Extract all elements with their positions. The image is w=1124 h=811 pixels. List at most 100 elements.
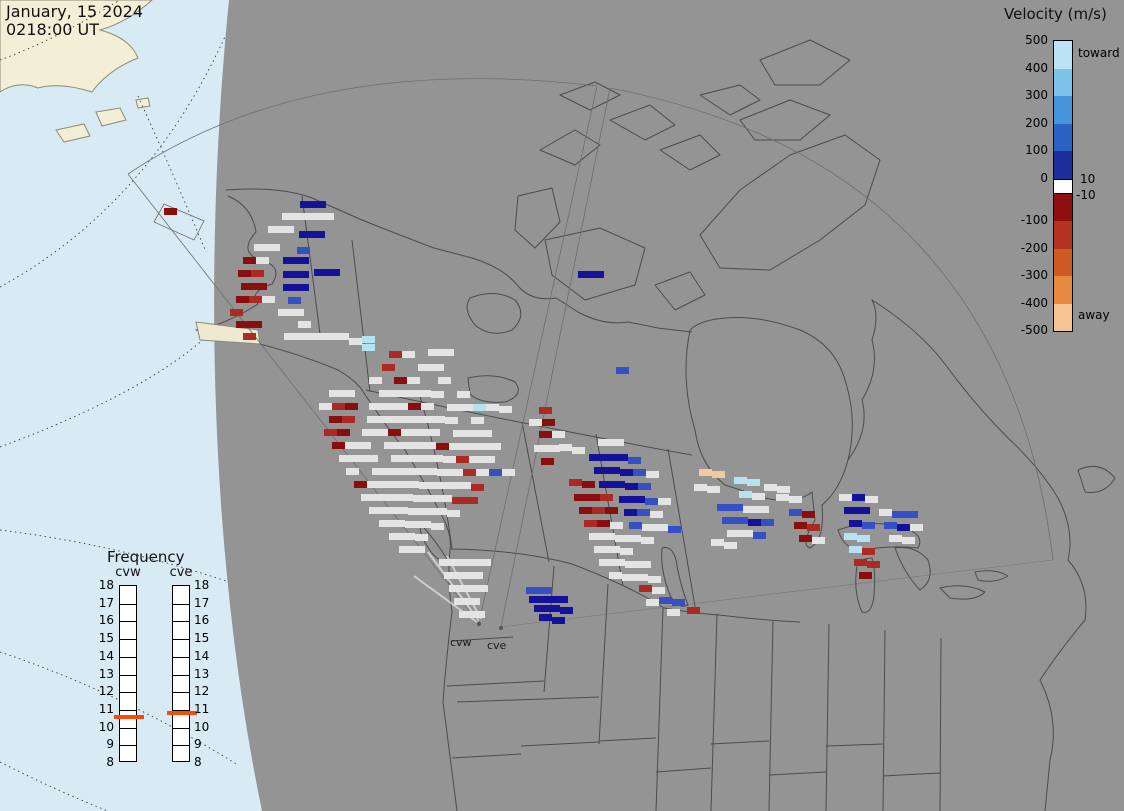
velocity-cell xyxy=(288,297,301,304)
velocity-cell xyxy=(892,511,905,518)
velocity-cell xyxy=(699,469,712,476)
colorbar-segment xyxy=(1054,221,1072,249)
velocity-cell xyxy=(385,468,398,475)
velocity-cell xyxy=(905,511,918,518)
frequency-tick-label: 8 xyxy=(106,755,114,769)
velocity-cell xyxy=(839,494,852,501)
velocity-cell xyxy=(646,599,659,606)
velocity-cell xyxy=(776,494,789,501)
frequency-tick-line xyxy=(173,639,189,641)
velocity-cell xyxy=(423,442,436,449)
colorbar-segment xyxy=(1054,41,1072,69)
velocity-cell xyxy=(862,522,875,529)
velocity-cell xyxy=(616,367,629,374)
velocity-cell xyxy=(462,585,475,592)
velocity-cell xyxy=(401,429,414,436)
frequency-tick-label: 18 xyxy=(194,578,210,592)
colorbar-segment xyxy=(1054,68,1072,96)
velocity-cell xyxy=(465,497,478,504)
velocity-cell xyxy=(620,469,633,476)
velocity-cell xyxy=(297,333,310,340)
velocity-cell xyxy=(611,439,624,446)
velocity-cell xyxy=(441,349,454,356)
velocity-cell xyxy=(597,520,610,527)
velocity-cell xyxy=(329,390,342,397)
velocity-cell xyxy=(552,431,565,438)
velocity-legend-title: Velocity (m/s) xyxy=(1004,5,1107,23)
velocity-cell xyxy=(584,520,597,527)
frequency-bar-cve xyxy=(167,585,197,762)
velocity-tick-label: -400 xyxy=(1020,295,1048,310)
velocity-cell xyxy=(319,403,332,410)
velocity-cell xyxy=(807,524,820,531)
velocity-cell xyxy=(694,484,707,491)
colorbar-segment xyxy=(1054,193,1072,221)
velocity-cell xyxy=(476,469,489,476)
velocity-cell xyxy=(478,559,491,566)
velocity-cell xyxy=(411,468,424,475)
velocity-cell xyxy=(854,559,867,566)
velocity-cell xyxy=(238,270,251,277)
threshold-10-label: 10 xyxy=(1080,172,1096,186)
velocity-cell xyxy=(382,403,395,410)
velocity-cell xyxy=(428,349,441,356)
frequency-tick-line xyxy=(120,656,136,658)
frequency-tick-label: 13 xyxy=(98,666,114,681)
frequency-tick-line xyxy=(173,603,189,605)
velocity-cell xyxy=(430,455,443,462)
velocity-cell xyxy=(424,468,437,475)
frequency-tick-label: 9 xyxy=(194,737,202,752)
graticule-dotted-lines xyxy=(0,0,239,811)
frequency-tick-label: 14 xyxy=(98,648,114,663)
velocity-cell xyxy=(369,377,382,384)
velocity-cell xyxy=(752,493,765,500)
velocity-cell xyxy=(529,419,542,426)
timestamp-block: January, 15 2024 0218:00 UT xyxy=(6,3,143,39)
velocity-cell xyxy=(638,483,651,490)
velocity-cell xyxy=(615,454,628,461)
velocity-cell xyxy=(296,271,309,278)
velocity-cell xyxy=(542,419,555,426)
velocity-cell xyxy=(633,469,646,476)
velocity-cell xyxy=(295,213,308,220)
velocity-tick-label: 500 xyxy=(1025,33,1048,47)
velocity-cell xyxy=(336,333,349,340)
velocity-cell xyxy=(730,504,743,511)
velocity-cell xyxy=(437,469,450,476)
radar-site-label-cvw: cvw xyxy=(450,636,472,649)
velocity-cell xyxy=(436,443,449,450)
frequency-tick-label: 16 xyxy=(194,613,210,628)
frequency-tick-line xyxy=(120,692,136,694)
velocity-cell xyxy=(283,257,296,264)
velocity-cell xyxy=(569,479,582,486)
velocity-cell xyxy=(859,572,872,579)
velocity-cell xyxy=(337,429,350,436)
velocity-cell xyxy=(296,257,309,264)
velocity-cell xyxy=(582,481,595,488)
velocity-cell xyxy=(412,546,425,553)
velocity-cell xyxy=(447,510,460,517)
velocity-cell xyxy=(452,559,465,566)
velocity-cell xyxy=(529,596,542,603)
velocity-cell xyxy=(761,519,774,526)
frequency-tick-line xyxy=(173,745,189,747)
velocity-cell xyxy=(659,597,672,604)
velocity-cell xyxy=(594,467,607,474)
colorbar-segment xyxy=(1054,151,1072,179)
velocity-cell xyxy=(431,391,444,398)
frequency-tick-line xyxy=(120,745,136,747)
velocity-cell xyxy=(389,533,402,540)
velocity-cell xyxy=(450,469,463,476)
velocity-cell xyxy=(452,497,465,504)
frequency-tick-label: 16 xyxy=(98,613,114,628)
frequency-tick-line xyxy=(120,674,136,676)
velocity-cell xyxy=(707,486,720,493)
velocity-cell xyxy=(812,537,825,544)
sunlit-landmass xyxy=(0,0,153,143)
frequency-tick-label: 18 xyxy=(98,578,114,592)
velocity-cell xyxy=(419,482,432,489)
velocity-cell xyxy=(735,517,748,524)
velocity-cell xyxy=(460,404,473,411)
velocity-cell xyxy=(352,455,365,462)
